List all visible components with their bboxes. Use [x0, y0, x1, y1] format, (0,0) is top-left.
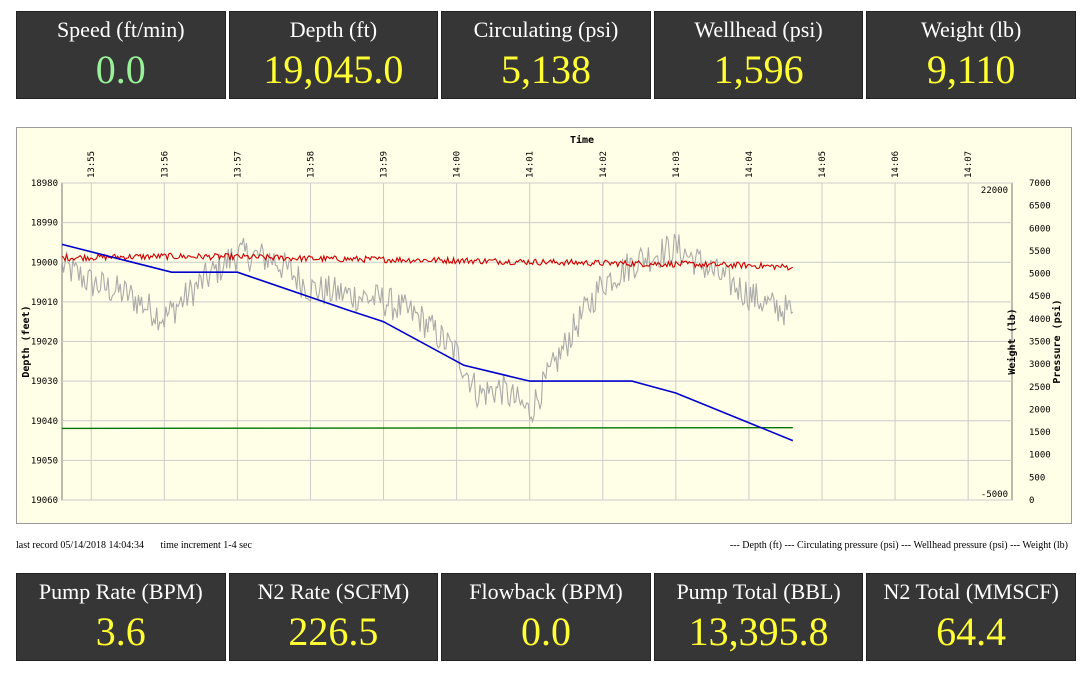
readout-label: Pump Total (BBL) [676, 579, 841, 604]
chart-legend-text: --- Depth (ft) --- Circulating pressure … [729, 540, 1068, 551]
y-pressure-tick-label: 3000 [1029, 360, 1051, 370]
x-tick-label: 13:55 [87, 151, 97, 178]
readout-value: 0.0 [95, 47, 146, 92]
x-tick-label: 14:03 [672, 151, 682, 178]
readout-label: Weight (lb) [921, 17, 1022, 42]
y-depth-tick-label: 19000 [31, 258, 58, 268]
readout-tile-wellhead-psi: Wellhead (psi) 1,596 [653, 11, 864, 99]
x-tick-label: 13:56 [160, 151, 170, 178]
readout-value: 5,138 [500, 47, 591, 92]
y-depth-tick-label: 18990 [31, 219, 58, 229]
y-pressure-tick-label: 3500 [1029, 338, 1051, 348]
readout-label: Circulating (psi) [473, 17, 619, 42]
y-axis-title-depth: Depth (feet) [21, 305, 32, 377]
y-pressure-tick-label: 4000 [1029, 315, 1051, 325]
x-tick-label: 14:00 [453, 151, 463, 178]
x-tick-label: 14:04 [745, 151, 755, 178]
readout-label: Wellhead (psi) [694, 17, 823, 42]
y-pressure-tick-label: 5000 [1029, 270, 1051, 280]
readout-label: Depth (ft) [289, 17, 378, 42]
footer-record-info: last record 05/14/2018 14:04:34 time inc… [16, 540, 266, 551]
readout-label: N2 Total (MMSCF) [883, 579, 1059, 604]
readout-value: 9,110 [926, 47, 1016, 92]
x-tick-label: 14:07 [964, 151, 974, 178]
y-depth-tick-label: 19030 [31, 377, 58, 387]
y-depth-tick-label: 18980 [31, 179, 58, 189]
y-pressure-tick-label: 5500 [1029, 247, 1051, 257]
y-weight-tick-label: -5000 [981, 490, 1008, 500]
readout-value: 13,395.8 [688, 609, 829, 654]
y-depth-tick-label: 19050 [31, 456, 58, 466]
readout-value: 3.6 [95, 609, 146, 654]
readout-tile-pump-total-bbl: Pump Total (BBL) 13,395.8 [653, 573, 864, 661]
readout-value: 19,045.0 [263, 47, 404, 92]
readout-tile-depth-ft: Depth (ft) 19,045.0 [228, 11, 439, 99]
series-line-depth-ft [61, 243, 794, 442]
y-depth-tick-label: 19010 [31, 298, 58, 308]
trend-chart: 13:55 13:56 13:57 13:58 13:59 14:00 14:01 14:02… [21, 134, 1063, 506]
last-record-text: last record 05/14/2018 14:04:34 [16, 540, 145, 551]
readout-label: Pump Rate (BPM) [38, 579, 203, 604]
readout-label: N2 Rate (SCFM) [257, 579, 410, 604]
time-increment-text: time increment 1-4 sec [160, 540, 252, 551]
y-pressure-tick-label: 0 [1029, 496, 1034, 506]
y-pressure-tick-label: 4500 [1029, 292, 1051, 302]
readout-tile-n2-total-mmscf: N2 Total (MMSCF) 64.4 [866, 573, 1076, 661]
x-tick-label: 13:59 [380, 151, 390, 178]
y-pressure-tick-label: 2000 [1029, 405, 1051, 415]
series-line-weight-lb [61, 234, 794, 424]
y-pressure-tick-label: 2500 [1029, 383, 1051, 393]
y-pressure-tick-label: 1500 [1029, 428, 1051, 438]
y-axis-title-weight: Weight (lb) [1006, 308, 1018, 374]
bottom-readout-bar: Pump Rate (BPM) 3.6 N2 Rate (SCFM) 226.5 Flo… [16, 573, 1076, 661]
readout-tile-n2-rate-scfm: N2 Rate (SCFM) 226.5 [228, 573, 439, 661]
readout-label: Speed (ft/min) [56, 17, 185, 42]
readout-tile-weight-lb: Weight (lb) 9,110 [866, 11, 1076, 99]
readout-tile-speed-ft-min: Speed (ft/min) 0.0 [16, 11, 226, 99]
y-depth-tick-label: 19060 [31, 496, 58, 506]
series-line-wellhead-pressure-psi [61, 427, 793, 430]
x-axis-title: Time [570, 134, 594, 146]
y-axis-title-pressure: Pressure (psi) [1051, 299, 1063, 383]
trend-chart-panel: 13:55 13:56 13:57 13:58 13:59 14:00 14:01 14:02… [16, 127, 1072, 524]
y-depth-tick-label: 19020 [31, 338, 58, 348]
y-pressure-tick-label: 7000 [1029, 179, 1051, 189]
series-line-circulating-pressure-psi [61, 251, 794, 271]
readout-value: 1,596 [713, 47, 804, 92]
y-pressure-tick-label: 1000 [1029, 451, 1051, 461]
x-tick-label: 14:06 [891, 151, 901, 178]
y-pressure-tick-label: 6000 [1029, 224, 1051, 234]
y-pressure-tick-label: 6500 [1029, 202, 1051, 212]
x-tick-label: 13:58 [306, 151, 316, 178]
y-depth-tick-label: 19040 [31, 417, 58, 427]
readout-value: 226.5 [288, 609, 379, 654]
readout-label: Flowback (BPM) [469, 579, 623, 604]
readout-tile-circulating-psi: Circulating (psi) 5,138 [441, 11, 651, 99]
x-tick-label: 14:01 [526, 151, 536, 178]
y-weight-tick-label: 22000 [981, 186, 1008, 196]
x-tick-label: 14:02 [599, 151, 609, 178]
readout-value: 64.4 [936, 609, 1007, 654]
readout-tile-pump-rate-bpm: Pump Rate (BPM) 3.6 [16, 573, 226, 661]
y-pressure-tick-label: 500 [1029, 473, 1045, 483]
x-tick-label: 13:57 [233, 151, 243, 178]
top-readout-bar: Speed (ft/min) 0.0 Depth (ft) 19,045.0 Circu… [16, 11, 1076, 99]
x-tick-label: 14:05 [818, 151, 828, 178]
readout-tile-flowback-bpm: Flowback (BPM) 0.0 [441, 573, 651, 661]
readout-value: 0.0 [520, 609, 571, 654]
